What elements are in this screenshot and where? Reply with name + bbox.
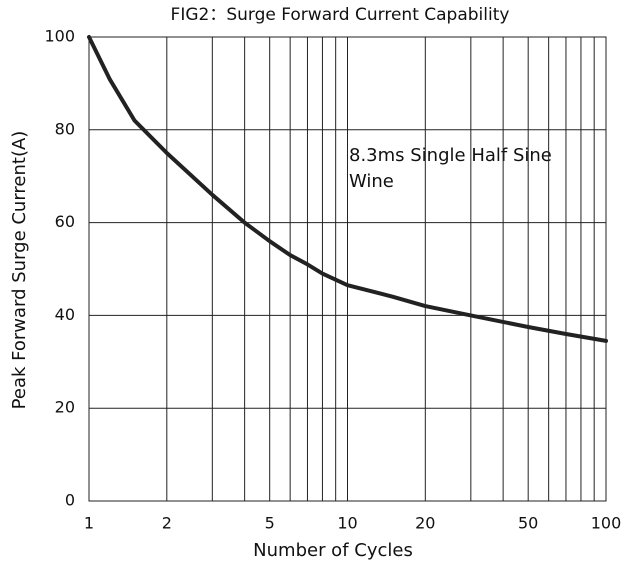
curve <box>87 35 608 343</box>
y-tick-label: 100 <box>44 27 75 46</box>
y-tick-label: 60 <box>55 212 75 231</box>
annotation: 8.3ms Single Half Sine <box>349 145 552 166</box>
y-tick-label: 20 <box>55 398 75 417</box>
x-tick-label: 20 <box>415 514 435 533</box>
x-tick-label: 100 <box>591 514 622 533</box>
x-tick-label: 5 <box>265 514 275 533</box>
chart-title: FIG2：Surge Forward Current Capability <box>171 5 510 25</box>
x-tick-label: 50 <box>518 514 538 533</box>
y-axis-label: Peak Forward Surge Current(A) <box>9 131 30 410</box>
annotation: Wine <box>349 171 394 192</box>
x-tick-label: 1 <box>84 514 94 533</box>
y-tick-label: 80 <box>55 119 75 138</box>
x-tick-label: 2 <box>162 514 172 533</box>
x-tick-label: 10 <box>337 514 357 533</box>
x-axis-label: Number of Cycles <box>253 540 413 561</box>
y-tick-label: 0 <box>65 491 75 510</box>
y-tick-label: 40 <box>55 305 75 324</box>
